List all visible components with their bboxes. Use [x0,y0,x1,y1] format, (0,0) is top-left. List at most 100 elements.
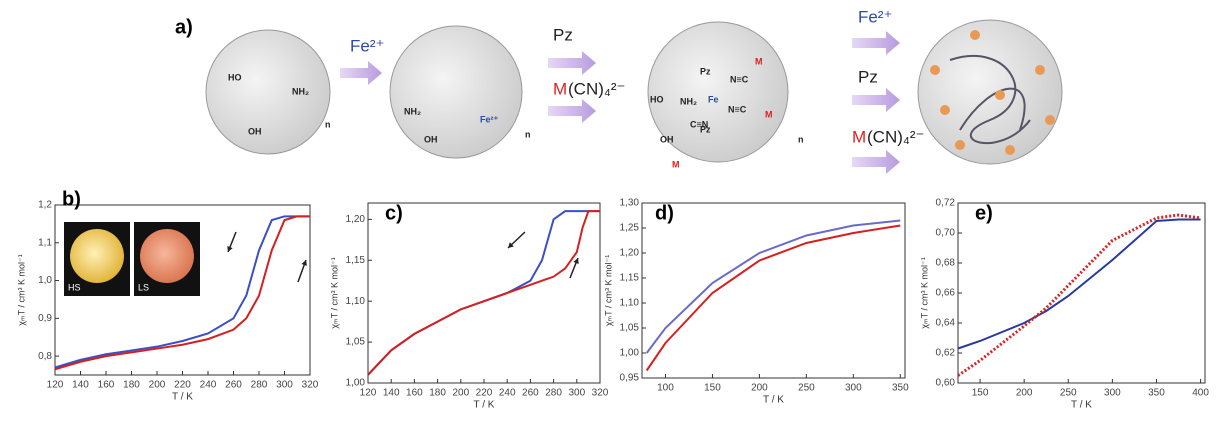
series-line [54,215,310,371]
plot-frame [367,202,601,384]
y-tick-label: 0,62 [936,348,956,359]
arrow-head [573,258,579,264]
molecule-label: C≡N [690,119,708,129]
reagent: M [553,79,567,98]
y-tick-label: 1,00 [346,378,366,389]
x-tick-label: 300 [845,383,862,394]
y-axis-label: χₘT / cm³ K mol⁻¹ [329,257,339,328]
x-tick-label: 250 [798,383,815,394]
polymer [949,54,1031,144]
x-tick-label: 200 [149,380,166,391]
y-tick-label: 1,15 [620,273,640,284]
y-tick-label: 0,8 [38,351,52,362]
molecule-label: Pz [700,66,711,76]
y-tick-label: 0,70 [936,228,956,239]
y-tick-label: 0,9 [38,313,52,324]
y-tick-label: 0,60 [936,378,956,389]
x-tick-label: 180 [429,388,446,399]
series-line [645,219,901,354]
arrow-head [508,242,514,248]
y-axis-label: χₘT / cm³ K mol⁻¹ [603,255,613,326]
charts: 0,8 0,9 1,0 1,1 1,2 120 140 160 180 200 220 240 260 2… [16,188,1209,410]
arrow-head [227,246,233,252]
molecule-label: M [755,56,763,66]
photo-label: HS [68,282,81,292]
y-tick-label: 1,15 [346,255,366,266]
x-tick-label: 200 [1016,388,1033,399]
y-tick-label: 1,10 [346,296,366,307]
x-tick-label: 250 [1060,388,1077,399]
x-tick-label: 280 [251,380,268,391]
reagent: Pz [858,67,878,86]
x-tick-label: 300 [568,388,585,399]
x-tick-label: 240 [200,380,217,391]
x-tick-label: 260 [522,388,539,399]
y-tick-label: 0,66 [936,288,956,299]
x-tick-label: 320 [302,380,319,391]
molecule-label: N≡C [730,74,749,84]
panel-label: b) [62,188,81,210]
x-tick-label: 150 [704,383,721,394]
x-tick-label: 140 [383,388,400,399]
reagent: Pz [553,25,573,44]
molecule-label: NH₂ [292,86,309,96]
reagent: (CN)₄²⁻ [867,127,924,146]
chart: 0,60 0,62 0,64 0,66 0,68 0,70 0,72 150 200 250 300… [919,198,1209,411]
y-tick-label: 1,20 [346,214,366,225]
x-tick-label: 400 [1192,388,1209,399]
molecule-label: N≡C [728,104,747,114]
y-tick-label: 1,1 [38,237,52,248]
y-tick-label: 1,25 [620,223,640,234]
photo-label: LS [138,282,149,292]
x-tick-label: 300 [276,380,293,391]
molecule-label: n [798,134,804,144]
molecule-label: Fe²⁺ [480,114,499,124]
reagent: Fe²⁺ [858,7,892,26]
panel-label: d) [655,202,674,224]
y-tick-label: 0,68 [936,258,956,269]
molecule-label: OH [660,134,674,144]
x-tick-label: 160 [406,388,423,399]
x-tick-label: 150 [972,388,989,399]
y-tick-label: 1,00 [620,348,640,359]
molecule-label: M [765,109,773,119]
x-tick-label: 350 [892,383,909,394]
sample [140,229,194,283]
y-tick-label: 1,30 [620,198,640,209]
x-tick-label: 320 [592,388,609,399]
series-line [645,224,901,372]
x-axis-label: T / K [1071,400,1092,411]
series-line [54,215,310,369]
molecule-label: M [672,159,680,169]
reagent: Fe²⁺ [350,36,384,55]
chart: 0,8 0,9 1,0 1,1 1,2 120 140 160 180 200 220 240 260 2… [16,188,318,402]
sphere [205,29,331,155]
x-tick-label: 200 [452,388,469,399]
x-tick-label: 180 [123,380,140,391]
molecule-label: OH [248,126,262,136]
reagent: M [852,127,866,146]
particles [930,30,1055,155]
y-tick-label: 1,2 [38,200,52,211]
molecule-label: NH₂ [680,96,697,106]
molecule-label: NH₂ [404,106,421,116]
y-tick-label: 1,20 [620,248,640,259]
x-tick-label: 350 [1148,388,1165,399]
x-axis-label: T / K [474,400,495,411]
series-line [367,210,600,376]
y-axis-label: χₘT / cm³ K mol⁻¹ [16,254,26,325]
x-tick-label: 240 [499,388,516,399]
scheme: a) Fe²⁺ Pz M (CN)₄²⁻ Fe²⁺ Pz M (CN)₄²⁻ H… [175,7,1063,174]
reagent: (CN)₄²⁻ [568,79,625,98]
molecule-label: n [325,119,331,129]
plot-frame [641,202,906,379]
x-axis-label: T / K [763,395,784,406]
y-tick-label: 1,0 [38,275,52,286]
molecule-label: OH [424,134,438,144]
panel-label: c) [385,202,403,224]
arrow-head [301,260,307,266]
molecule-label: Fe [708,94,719,104]
chart: 1,00 1,05 1,10 1,15 1,20 120 140 160 180 200 220 24… [329,202,608,410]
panel-label: e) [975,202,993,224]
sphere [647,21,789,163]
